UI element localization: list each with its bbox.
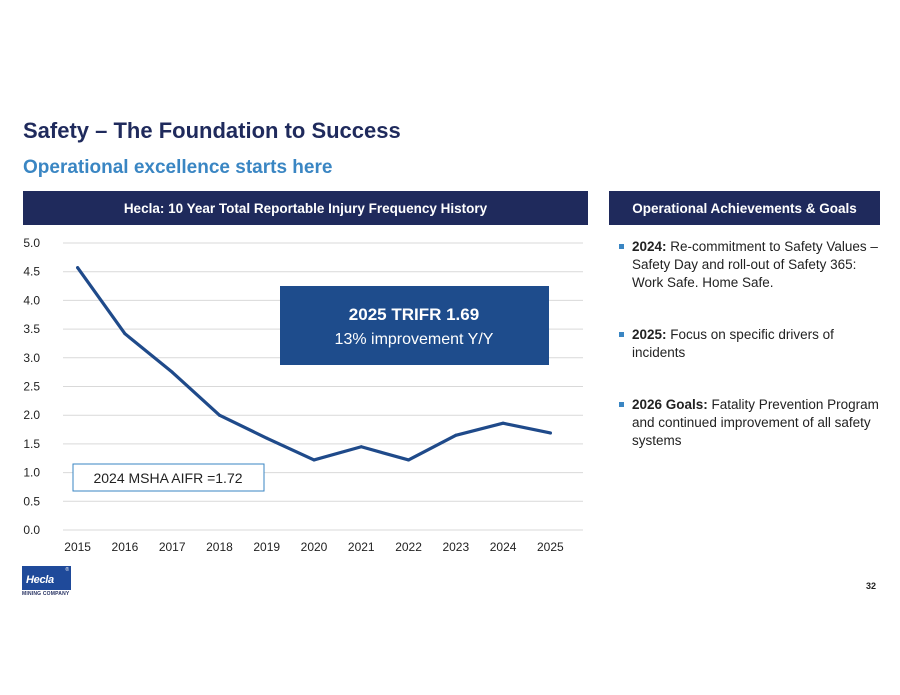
x-tick-label: 2023 [442, 540, 469, 554]
x-tick-label: 2018 [206, 540, 233, 554]
data-point [359, 445, 363, 449]
y-tick-label: 3.5 [23, 322, 40, 336]
logo-wordmark: Hecla [26, 574, 54, 586]
data-point [123, 332, 127, 336]
y-axis-labels: 0.0 0.5 1.0 1.5 2.0 2.5 3.0 3.5 4.0 4.5 5.0 [23, 236, 40, 537]
chart-header: Hecla: 10 Year Total Reportable Injury F… [23, 191, 588, 225]
page-number: 32 [866, 581, 877, 591]
bullet-square-icon [619, 402, 624, 407]
bullet-item: 2025: Focus on specific drivers of incid… [619, 326, 881, 362]
y-tick-label: 5.0 [23, 236, 40, 250]
x-tick-label: 2019 [253, 540, 280, 554]
trifr-callout-title: 2025 TRIFR 1.69 [349, 305, 479, 324]
trifr-callout-box [280, 286, 549, 365]
chart-series [76, 266, 552, 462]
bullet-text: Focus on specific drivers of incidents [632, 327, 834, 360]
bullet-text: Fatality Prevention Program and continue… [632, 397, 879, 448]
data-point [170, 370, 174, 374]
x-tick-label: 2021 [348, 540, 375, 554]
data-point [265, 436, 269, 440]
chart-annotations: 2025 TRIFR 1.69 13% improvement Y/Y 2024… [72, 286, 549, 492]
bullet-lead: 2026 Goals: [632, 397, 708, 412]
bullet-square-icon [619, 244, 624, 249]
slide-subtitle: Operational excellence starts here [23, 157, 333, 178]
data-point [217, 413, 221, 417]
y-tick-label: 0.0 [23, 523, 40, 537]
bullet-item: 2024: Re-commitment to Safety Values – S… [619, 238, 881, 292]
x-tick-label: 2024 [490, 540, 517, 554]
data-point [312, 458, 316, 462]
data-point [501, 421, 505, 425]
bullet-lead: 2025: [632, 327, 667, 342]
data-point [454, 433, 458, 437]
x-tick-label: 2020 [301, 540, 328, 554]
x-tick-label: 2016 [112, 540, 139, 554]
bullet-square-icon [619, 332, 624, 337]
y-tick-label: 4.0 [23, 293, 40, 307]
x-tick-label: 2017 [159, 540, 186, 554]
data-point [407, 458, 411, 462]
x-tick-label: 2025 [537, 540, 564, 554]
logo-registered-mark: ® [65, 567, 69, 573]
x-tick-label: 2022 [395, 540, 422, 554]
slide-title: Safety – The Foundation to Success [23, 118, 401, 143]
msha-aifr-box [72, 463, 265, 492]
bullet-item: 2026 Goals: Fatality Prevention Program … [619, 396, 881, 450]
company-logo: Hecla ® MINING COMPANY [22, 566, 74, 597]
data-point [76, 266, 80, 270]
x-axis-labels: 2015 2016 2017 2018 2019 2020 2021 2022 2023 2024… [64, 540, 564, 554]
logo-mark: Hecla ® [22, 566, 71, 590]
y-tick-label: 3.0 [23, 351, 40, 365]
y-tick-label: 2.0 [23, 408, 40, 422]
data-point [548, 431, 552, 435]
y-tick-label: 0.5 [23, 494, 40, 508]
msha-aifr-label: 2024 MSHA AIFR =1.72 [93, 470, 242, 486]
y-tick-label: 1.5 [23, 437, 40, 451]
trifr-line-chart: 0.00.51.01.52.02.53.03.54.04.55.0 2015 20… [23, 236, 583, 554]
bullet-text: Re-commitment to Safety Values – Safety … [632, 239, 878, 290]
y-tick-label: 2.5 [23, 380, 40, 394]
trifr-callout-subtitle: 13% improvement Y/Y [335, 331, 494, 348]
bullet-lead: 2024: [632, 239, 667, 254]
x-tick-label: 2015 [64, 540, 91, 554]
achievements-header: Operational Achievements & Goals [609, 191, 880, 225]
y-tick-label: 4.5 [23, 265, 40, 279]
y-tick-label: 1.0 [23, 466, 40, 480]
logo-tagline: MINING COMPANY [22, 591, 70, 597]
achievements-list: 2024: Re-commitment to Safety Values – S… [619, 238, 881, 484]
